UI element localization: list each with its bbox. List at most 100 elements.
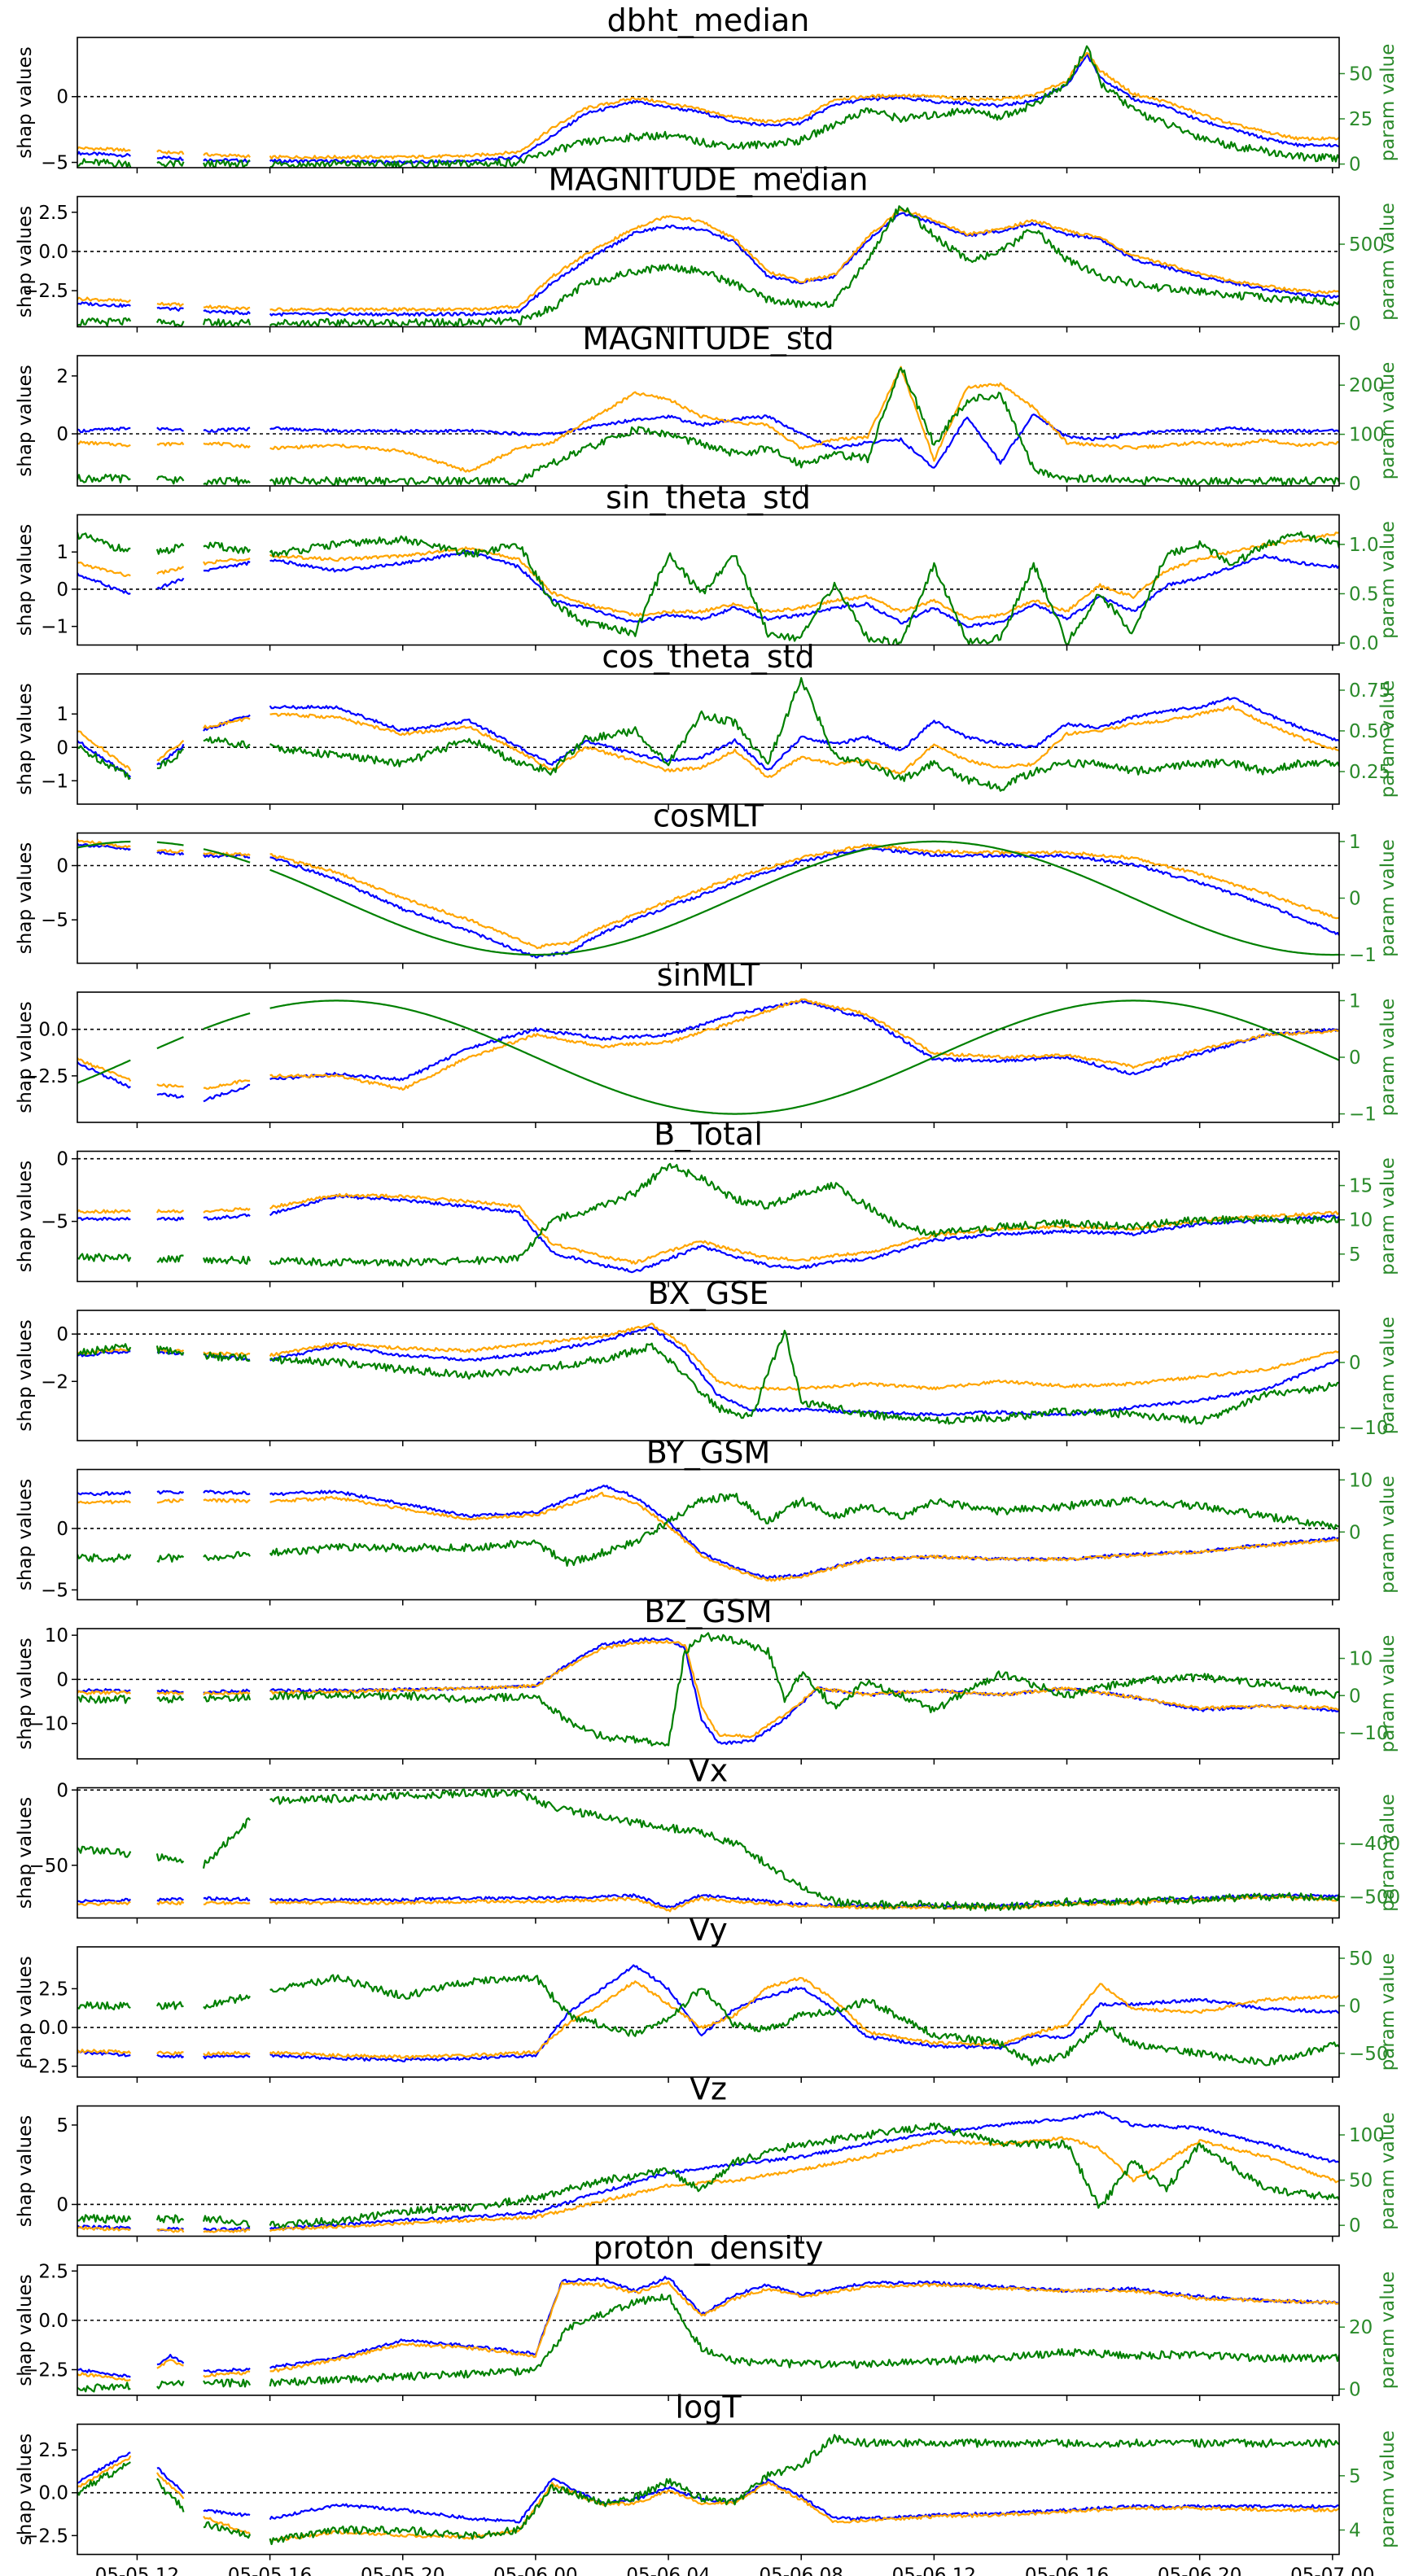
tick-label-left: 2.5: [38, 203, 68, 224]
axes-frame: [77, 2423, 1340, 2556]
y-axis-label-right: param value: [1377, 1317, 1399, 1435]
axes-frame: [77, 991, 1340, 1123]
series-line-blue: [77, 842, 1339, 959]
axes-frame: [77, 1628, 1340, 1760]
panel-title: Vy: [689, 1912, 727, 1948]
tick-label-left: 0.0: [38, 2483, 68, 2504]
y-axis-label-left: shap values: [15, 365, 36, 476]
panel-title: sin_theta_std: [606, 480, 811, 516]
series-line-orange: [77, 51, 1339, 160]
tick-label-left: 0: [56, 87, 68, 108]
tick-label-right: 200: [1349, 375, 1385, 396]
axes-frame: [77, 355, 1340, 487]
tick-label-right: 50: [1349, 2171, 1373, 2192]
tick-label-left: 0: [56, 1780, 68, 1801]
panel-title: cos_theta_std: [602, 639, 814, 675]
tick-label-right: −1: [1349, 1104, 1377, 1126]
tick-label-left: 1: [56, 704, 68, 725]
tick-label-left: −2.5: [23, 281, 68, 302]
y-axis-label-left: shap values: [15, 683, 36, 794]
tick-label-left: −2.5: [23, 1066, 68, 1087]
x-tick-label: 05-06 08: [759, 2565, 843, 2576]
y-axis-label-left: shap values: [15, 46, 36, 158]
tick-label-right: 100: [1349, 2125, 1385, 2146]
tick-label-left: 1: [56, 542, 68, 563]
series-line-green: [77, 840, 1339, 956]
tick-label-right: 0.25: [1349, 762, 1390, 783]
x-tick-label: 05-05 20: [361, 2565, 444, 2576]
tick-label-right: 4: [1349, 2521, 1361, 2542]
panel-title: sinMLT: [657, 957, 760, 993]
tick-label-left: −1: [41, 617, 68, 638]
series-line-blue: [77, 549, 1339, 628]
series-line-orange: [77, 1895, 1339, 1913]
panel-vy: Vy shap values param value −2.5 0.0 2.5 −50 0 50: [15, 1912, 1399, 2083]
tick-label-right: 25: [1349, 109, 1373, 130]
tick-label-left: 0: [56, 579, 68, 601]
tick-label-right: 0.0: [1349, 633, 1379, 654]
tick-label-left: 2.5: [38, 1979, 68, 2000]
tick-label-right: 0: [1349, 155, 1361, 176]
axes-frame: [77, 2264, 1340, 2396]
tick-label-right: 0.5: [1349, 584, 1379, 605]
y-axis-label-left: shap values: [15, 1797, 36, 1909]
y-axis-label-left: shap values: [15, 2274, 36, 2386]
series-line-blue: [77, 1893, 1339, 1909]
tick-label-right: 50: [1349, 1948, 1373, 1970]
x-tick-label: 05-06 00: [493, 2565, 577, 2576]
tick-label-right: 0: [1349, 1686, 1361, 1707]
tick-label-left: 0.0: [38, 2311, 68, 2332]
series-line-orange: [77, 365, 1339, 473]
y-axis-label-left: shap values: [15, 524, 36, 636]
series-line-blue: [77, 53, 1339, 165]
y-axis-label-left: shap values: [15, 2115, 36, 2227]
series-line-green: [77, 1632, 1339, 1747]
axes-frame: [77, 832, 1340, 964]
tick-label-left: 0: [56, 424, 68, 445]
panel-title: MAGNITUDE_std: [582, 321, 834, 356]
series-line-blue: [77, 2451, 1339, 2524]
panel-title: proton_density: [593, 2230, 824, 2266]
series-line-green: [77, 45, 1339, 168]
series-line-green: [77, 1788, 1339, 1912]
tick-label-right: 0: [1349, 1522, 1361, 1543]
tick-label-right: −400: [1349, 1834, 1400, 1855]
panel-cosmlt: cosMLT shap values param value −5 0 −1 0 1: [15, 798, 1399, 969]
series-line-green: [77, 205, 1339, 327]
tick-label-right: 0: [1349, 2215, 1361, 2237]
y-axis-label-right: param value: [1377, 839, 1399, 957]
y-axis-label-right: param value: [1377, 1794, 1399, 1912]
x-tick-label: 05-05 16: [228, 2565, 312, 2576]
series-line-blue: [77, 1637, 1339, 1746]
y-axis-label-right: param value: [1377, 1157, 1399, 1275]
series-line-orange: [77, 838, 1339, 950]
x-tick-label: 05-06 12: [892, 2565, 976, 2576]
tick-label-left: −2.5: [23, 2526, 68, 2547]
series-line-blue: [77, 999, 1339, 1103]
tick-label-right: 0: [1349, 314, 1361, 335]
y-axis-label-right: param value: [1377, 2112, 1399, 2230]
tick-label-right: −10: [1349, 1418, 1389, 1439]
tick-label-left: 2.5: [38, 2261, 68, 2282]
series-line-blue: [77, 1485, 1339, 1580]
tick-label-left: −10: [28, 1714, 68, 1735]
tick-label-left: 0: [56, 737, 68, 759]
series-line-orange: [77, 2281, 1339, 2381]
y-axis-label-left: shap values: [15, 842, 36, 954]
tick-label-right: 0: [1349, 1047, 1361, 1069]
y-axis-label-left: shap values: [15, 1956, 36, 2067]
y-axis-label-right: param value: [1377, 362, 1399, 480]
tick-label-left: 0: [56, 1324, 68, 1345]
tick-label-right: 0: [1349, 1353, 1361, 1374]
panel-sinmlt: sinMLT shap values param value −2.5 0.0 −1 0 1: [15, 957, 1399, 1128]
tick-label-right: 1.0: [1349, 535, 1379, 556]
tick-label-left: −2: [41, 1371, 68, 1393]
